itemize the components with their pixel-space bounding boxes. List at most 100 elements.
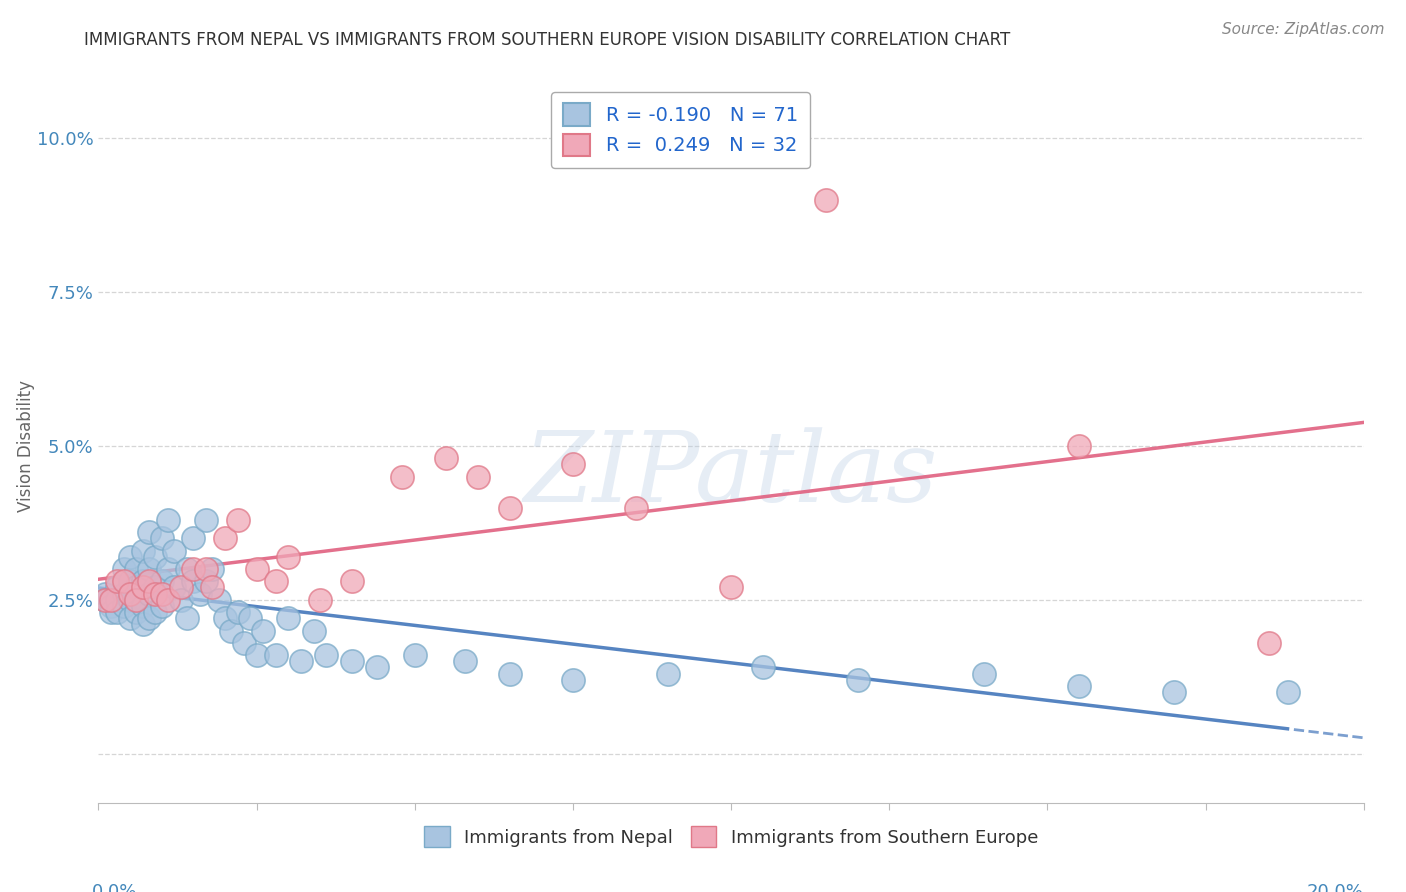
Text: Source: ZipAtlas.com: Source: ZipAtlas.com (1222, 22, 1385, 37)
Point (498, 666, 520, 681)
Point (454, 654, 477, 668)
Point (846, 673, 869, 687)
Point (120, 592, 141, 607)
Text: ZIPatlas: ZIPatlas (524, 427, 938, 522)
Point (1257, 636, 1279, 650)
Point (138, 587, 160, 601)
Point (145, 549, 166, 564)
Point (112, 599, 135, 613)
Point (264, 574, 287, 589)
Point (120, 587, 141, 601)
Point (138, 562, 160, 576)
Point (751, 660, 773, 674)
Point (208, 592, 231, 607)
Point (226, 513, 249, 527)
Point (436, 451, 458, 466)
Point (1067, 679, 1090, 693)
Point (157, 513, 180, 527)
Point (188, 587, 211, 601)
Point (277, 611, 299, 625)
Point (1277, 685, 1299, 699)
Point (157, 562, 180, 576)
Point (112, 562, 135, 576)
Point (107, 592, 129, 607)
Point (252, 624, 274, 638)
Point (120, 574, 141, 589)
Point (194, 562, 218, 576)
Point (973, 666, 995, 681)
Point (498, 500, 520, 515)
Point (183, 531, 205, 545)
Point (246, 648, 269, 662)
Point (214, 531, 236, 545)
Point (132, 617, 155, 632)
Point (277, 549, 299, 564)
Point (100, 599, 122, 613)
Point (561, 458, 585, 472)
Point (340, 574, 363, 589)
Point (624, 500, 647, 515)
Point (163, 581, 186, 595)
Point (112, 574, 135, 589)
Point (226, 605, 249, 619)
Point (201, 562, 224, 576)
Point (219, 624, 243, 638)
Point (246, 562, 269, 576)
Point (132, 599, 155, 613)
Point (169, 581, 191, 595)
Point (138, 611, 160, 625)
Point (183, 574, 205, 589)
Point (169, 592, 191, 607)
Point (366, 660, 388, 674)
Point (145, 605, 166, 619)
Legend: Immigrants from Nepal, Immigrants from Southern Europe: Immigrants from Nepal, Immigrants from S… (418, 819, 1045, 855)
Point (657, 666, 679, 681)
Point (125, 592, 148, 607)
Point (150, 599, 173, 613)
Point (150, 531, 173, 545)
Point (176, 562, 198, 576)
Text: IMMIGRANTS FROM NEPAL VS IMMIGRANTS FROM SOUTHERN EUROPE VISION DISABILITY CORRE: IMMIGRANTS FROM NEPAL VS IMMIGRANTS FROM… (84, 31, 1011, 49)
Point (201, 581, 224, 595)
Point (145, 587, 166, 601)
Point (125, 562, 148, 576)
Point (132, 581, 155, 595)
Point (194, 513, 218, 527)
Point (93, 592, 117, 607)
Point (163, 543, 186, 558)
Point (814, 193, 837, 207)
Point (467, 469, 489, 483)
Point (93, 592, 117, 607)
Point (100, 605, 122, 619)
Point (125, 592, 148, 607)
Point (132, 543, 155, 558)
Point (183, 562, 205, 576)
Point (302, 624, 325, 638)
Point (125, 605, 148, 619)
Point (561, 673, 585, 687)
Point (150, 587, 173, 601)
Point (404, 648, 426, 662)
Point (1067, 439, 1090, 453)
Point (150, 574, 173, 589)
Point (720, 581, 742, 595)
Point (138, 574, 160, 589)
Point (107, 581, 129, 595)
Point (120, 611, 141, 625)
Point (391, 469, 413, 483)
Point (100, 592, 122, 607)
Point (112, 587, 135, 601)
Text: 20.0%: 20.0% (1308, 883, 1364, 892)
Point (157, 592, 180, 607)
Y-axis label: Vision Disability: Vision Disability (17, 380, 35, 512)
Point (1163, 685, 1185, 699)
Point (138, 525, 160, 540)
Point (132, 574, 155, 589)
Point (125, 581, 148, 595)
Point (264, 648, 287, 662)
Point (233, 636, 256, 650)
Point (309, 592, 332, 607)
Point (107, 574, 129, 589)
Point (176, 611, 198, 625)
Point (145, 581, 166, 595)
